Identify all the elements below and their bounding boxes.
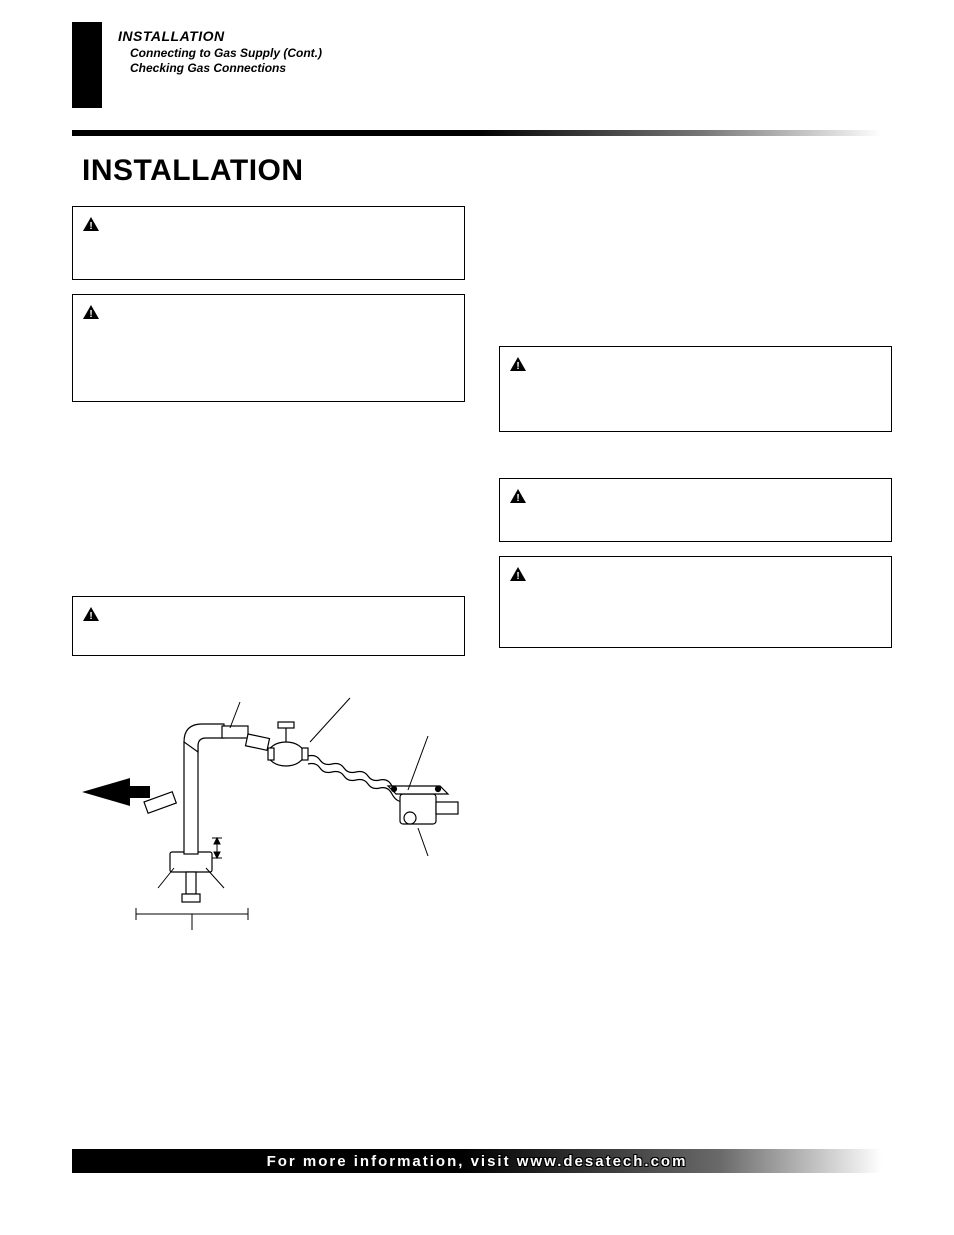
content-columns: ! linelineline ! llllll ! lll — [72, 206, 892, 1144]
left-text-region — [72, 416, 465, 596]
page-title: INSTALLATION — [82, 154, 304, 188]
warning-triangle-icon: ! — [510, 357, 526, 376]
svg-text:!: ! — [516, 493, 519, 503]
footer-gradient-bar: For more information, visit www.desatech… — [72, 1149, 882, 1173]
warning-triangle-icon: ! — [510, 567, 526, 586]
arrow-pointer-icon — [82, 778, 150, 806]
left-column: ! linelineline ! llllll ! lll — [72, 206, 465, 1144]
warning-box-r2: ! lll — [499, 478, 892, 542]
warning-box-l1: ! linelineline — [72, 206, 465, 280]
right-text-region-1 — [499, 206, 892, 346]
warning-triangle-icon: ! — [83, 217, 99, 236]
header-subtitle-1: Connecting to Gas Supply (Cont.) — [130, 46, 322, 61]
page: INSTALLATION Connecting to Gas Supply (C… — [0, 0, 954, 1235]
svg-text:!: ! — [89, 221, 92, 231]
header: INSTALLATION Connecting to Gas Supply (C… — [0, 0, 954, 110]
warning-box-r3: ! lllll — [499, 556, 892, 648]
warning-box-l3: ! lll — [72, 596, 465, 656]
section-tab — [72, 22, 102, 108]
svg-text:!: ! — [89, 309, 92, 319]
header-section-title: INSTALLATION — [118, 28, 322, 46]
right-column: ! llll ! lll ! lllll — [499, 206, 892, 1144]
svg-text:!: ! — [516, 571, 519, 581]
top-gradient-rule — [72, 130, 882, 136]
header-subtitle-2: Checking Gas Connections — [130, 61, 322, 76]
footer-text: For more information, visit www.desatech… — [267, 1153, 688, 1170]
warning-box-l2: ! llllll — [72, 294, 465, 402]
warning-triangle-icon: ! — [83, 305, 99, 324]
svg-text:!: ! — [89, 611, 92, 621]
warning-triangle-icon: ! — [510, 489, 526, 508]
svg-text:!: ! — [516, 361, 519, 371]
right-text-region-2 — [499, 446, 892, 478]
gas-connection-diagram — [72, 682, 465, 942]
warning-triangle-icon: ! — [83, 607, 99, 626]
header-text-block: INSTALLATION Connecting to Gas Supply (C… — [118, 28, 322, 76]
warning-box-r1: ! llll — [499, 346, 892, 432]
